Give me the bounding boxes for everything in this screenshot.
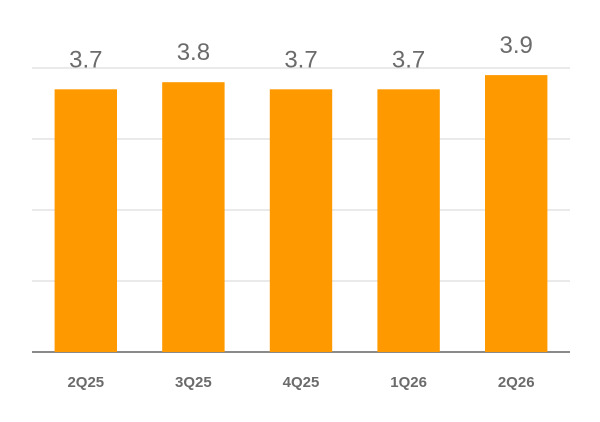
x-tick-label: 2Q26 bbox=[498, 374, 535, 391]
x-tick-label: 1Q26 bbox=[390, 374, 427, 391]
bar bbox=[269, 89, 333, 353]
bar bbox=[377, 89, 440, 353]
x-tick-label: 2Q25 bbox=[67, 374, 104, 391]
value-label: 3.7 bbox=[392, 46, 425, 73]
x-tick-label: 4Q25 bbox=[283, 374, 320, 391]
bar bbox=[54, 89, 118, 353]
bar bbox=[162, 82, 225, 352]
value-label: 3.7 bbox=[284, 46, 317, 73]
x-tick-label: 3Q25 bbox=[175, 374, 212, 391]
value-label: 3.9 bbox=[500, 32, 533, 59]
bar bbox=[484, 75, 548, 352]
value-label: 3.7 bbox=[69, 46, 102, 73]
value-label: 3.8 bbox=[177, 39, 210, 66]
